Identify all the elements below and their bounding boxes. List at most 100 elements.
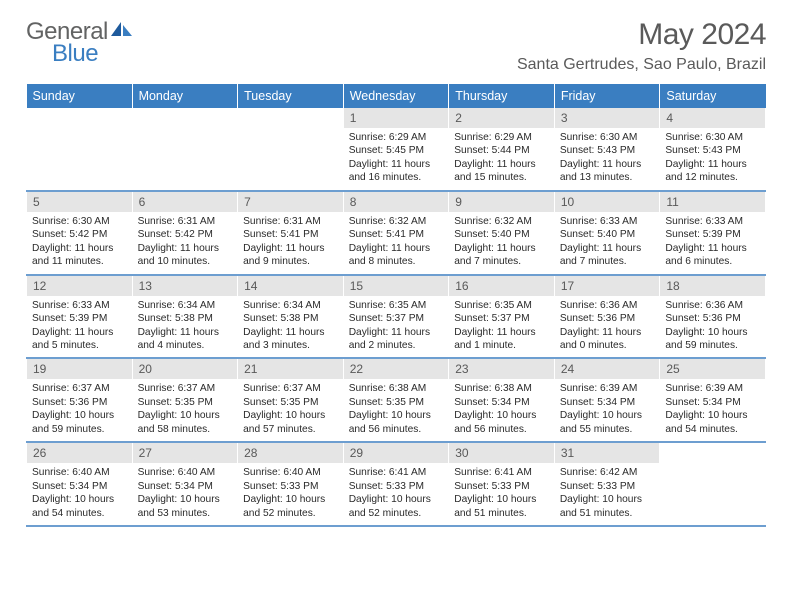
day-body: Sunrise: 6:29 AMSunset: 5:44 PMDaylight:… [449,128,554,190]
day-number [238,108,343,128]
calendar-day-cell: 16Sunrise: 6:35 AMSunset: 5:37 PMDayligh… [449,275,555,359]
day-body: Sunrise: 6:33 AMSunset: 5:39 PMDaylight:… [660,212,765,274]
day-body: Sunrise: 6:41 AMSunset: 5:33 PMDaylight:… [449,463,554,525]
day-body: Sunrise: 6:31 AMSunset: 5:42 PMDaylight:… [133,212,238,274]
calendar-day-cell [132,108,238,191]
day-number: 1 [344,108,449,128]
calendar-day-cell: 11Sunrise: 6:33 AMSunset: 5:39 PMDayligh… [660,191,766,275]
calendar-table: SundayMondayTuesdayWednesdayThursdayFrid… [26,84,766,527]
day-number: 21 [238,359,343,379]
day-body: Sunrise: 6:34 AMSunset: 5:38 PMDaylight:… [133,296,238,358]
weekday-header: Tuesday [238,84,344,108]
calendar-day-cell: 10Sunrise: 6:33 AMSunset: 5:40 PMDayligh… [554,191,660,275]
day-body: Sunrise: 6:34 AMSunset: 5:38 PMDaylight:… [238,296,343,358]
day-number: 19 [27,359,132,379]
day-number: 16 [449,276,554,296]
day-body: Sunrise: 6:31 AMSunset: 5:41 PMDaylight:… [238,212,343,274]
day-number: 31 [555,443,660,463]
weekday-header: Friday [554,84,660,108]
calendar-day-cell [238,108,344,191]
calendar-day-cell: 23Sunrise: 6:38 AMSunset: 5:34 PMDayligh… [449,358,555,442]
day-number: 8 [344,192,449,212]
day-number: 10 [555,192,660,212]
calendar-day-cell: 9Sunrise: 6:32 AMSunset: 5:40 PMDaylight… [449,191,555,275]
day-number: 17 [555,276,660,296]
day-body: Sunrise: 6:36 AMSunset: 5:36 PMDaylight:… [555,296,660,358]
day-body: Sunrise: 6:33 AMSunset: 5:40 PMDaylight:… [555,212,660,274]
calendar-day-cell [660,442,766,526]
location-text: Santa Gertrudes, Sao Paulo, Brazil [517,56,766,74]
calendar-day-cell: 5Sunrise: 6:30 AMSunset: 5:42 PMDaylight… [27,191,133,275]
day-number: 15 [344,276,449,296]
calendar-head: SundayMondayTuesdayWednesdayThursdayFrid… [27,84,766,108]
page-header: GeneralBlue May 2024Santa Gertrudes, Sao … [26,18,766,74]
calendar-day-cell: 21Sunrise: 6:37 AMSunset: 5:35 PMDayligh… [238,358,344,442]
calendar-day-cell: 6Sunrise: 6:31 AMSunset: 5:42 PMDaylight… [132,191,238,275]
weekday-header: Wednesday [343,84,449,108]
day-number: 20 [133,359,238,379]
day-body: Sunrise: 6:30 AMSunset: 5:43 PMDaylight:… [660,128,765,190]
day-number: 29 [344,443,449,463]
calendar-day-cell: 24Sunrise: 6:39 AMSunset: 5:34 PMDayligh… [554,358,660,442]
day-number: 5 [27,192,132,212]
day-body: Sunrise: 6:36 AMSunset: 5:36 PMDaylight:… [660,296,765,358]
day-number: 12 [27,276,132,296]
day-body: Sunrise: 6:40 AMSunset: 5:34 PMDaylight:… [27,463,132,525]
calendar-day-cell: 28Sunrise: 6:40 AMSunset: 5:33 PMDayligh… [238,442,344,526]
calendar-day-cell: 13Sunrise: 6:34 AMSunset: 5:38 PMDayligh… [132,275,238,359]
day-number [660,443,765,463]
day-number: 23 [449,359,554,379]
day-number: 9 [449,192,554,212]
calendar-day-cell: 26Sunrise: 6:40 AMSunset: 5:34 PMDayligh… [27,442,133,526]
title-block: May 2024Santa Gertrudes, Sao Paulo, Braz… [517,18,766,74]
calendar-day-cell: 18Sunrise: 6:36 AMSunset: 5:36 PMDayligh… [660,275,766,359]
day-body: Sunrise: 6:33 AMSunset: 5:39 PMDaylight:… [27,296,132,358]
calendar-day-cell: 2Sunrise: 6:29 AMSunset: 5:44 PMDaylight… [449,108,555,191]
day-number [27,108,132,128]
day-body: Sunrise: 6:38 AMSunset: 5:34 PMDaylight:… [449,379,554,441]
calendar-day-cell: 1Sunrise: 6:29 AMSunset: 5:45 PMDaylight… [343,108,449,191]
day-number: 7 [238,192,343,212]
calendar-day-cell [27,108,133,191]
day-number: 4 [660,108,765,128]
weekday-header: Thursday [449,84,555,108]
day-number [133,108,238,128]
calendar-week-row: 12Sunrise: 6:33 AMSunset: 5:39 PMDayligh… [27,275,766,359]
logo: GeneralBlue [26,18,134,68]
day-body: Sunrise: 6:39 AMSunset: 5:34 PMDaylight:… [660,379,765,441]
calendar-week-row: 1Sunrise: 6:29 AMSunset: 5:45 PMDaylight… [27,108,766,191]
day-body [133,128,238,182]
day-number: 6 [133,192,238,212]
day-body: Sunrise: 6:42 AMSunset: 5:33 PMDaylight:… [555,463,660,525]
day-body: Sunrise: 6:37 AMSunset: 5:35 PMDaylight:… [238,379,343,441]
day-number: 26 [27,443,132,463]
day-body: Sunrise: 6:37 AMSunset: 5:35 PMDaylight:… [133,379,238,441]
calendar-day-cell: 4Sunrise: 6:30 AMSunset: 5:43 PMDaylight… [660,108,766,191]
day-body: Sunrise: 6:30 AMSunset: 5:42 PMDaylight:… [27,212,132,274]
day-number: 27 [133,443,238,463]
calendar-day-cell: 20Sunrise: 6:37 AMSunset: 5:35 PMDayligh… [132,358,238,442]
day-body: Sunrise: 6:40 AMSunset: 5:34 PMDaylight:… [133,463,238,525]
day-body: Sunrise: 6:37 AMSunset: 5:36 PMDaylight:… [27,379,132,441]
day-number: 22 [344,359,449,379]
day-number: 25 [660,359,765,379]
calendar-day-cell: 7Sunrise: 6:31 AMSunset: 5:41 PMDaylight… [238,191,344,275]
day-body [27,128,132,182]
calendar-day-cell: 19Sunrise: 6:37 AMSunset: 5:36 PMDayligh… [27,358,133,442]
calendar-day-cell: 15Sunrise: 6:35 AMSunset: 5:37 PMDayligh… [343,275,449,359]
day-number: 28 [238,443,343,463]
calendar-day-cell: 30Sunrise: 6:41 AMSunset: 5:33 PMDayligh… [449,442,555,526]
calendar-day-cell: 27Sunrise: 6:40 AMSunset: 5:34 PMDayligh… [132,442,238,526]
logo-text-blue: Blue [52,40,134,68]
calendar-day-cell: 22Sunrise: 6:38 AMSunset: 5:35 PMDayligh… [343,358,449,442]
day-number: 24 [555,359,660,379]
calendar-week-row: 5Sunrise: 6:30 AMSunset: 5:42 PMDaylight… [27,191,766,275]
calendar-day-cell: 25Sunrise: 6:39 AMSunset: 5:34 PMDayligh… [660,358,766,442]
day-body: Sunrise: 6:41 AMSunset: 5:33 PMDaylight:… [344,463,449,525]
weekday-header: Sunday [27,84,133,108]
day-number: 14 [238,276,343,296]
logo-sail-icon [110,21,134,42]
day-body: Sunrise: 6:38 AMSunset: 5:35 PMDaylight:… [344,379,449,441]
day-number: 2 [449,108,554,128]
day-number: 30 [449,443,554,463]
